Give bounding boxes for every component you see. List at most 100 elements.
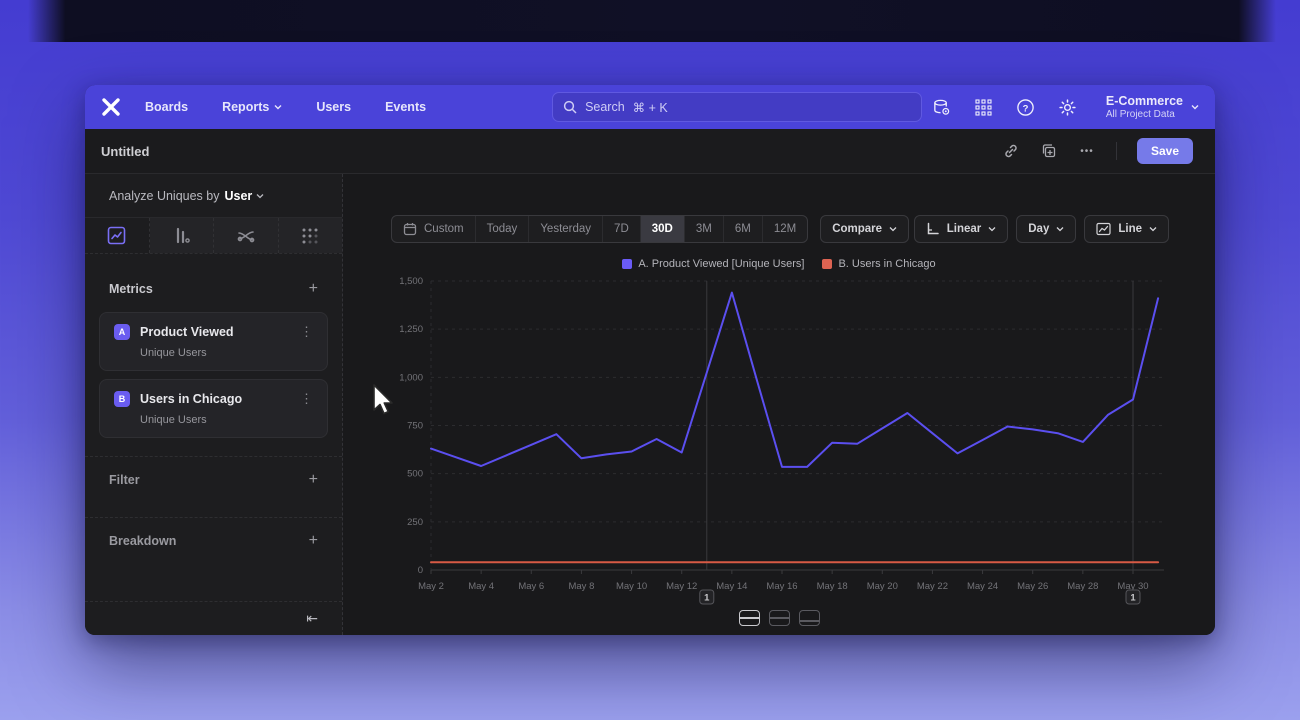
y-tick-label: 750: [407, 421, 423, 432]
interval-dropdown[interactable]: Day: [1016, 215, 1077, 243]
layout-chart-table-icon[interactable]: [738, 610, 760, 626]
range-12m[interactable]: 12M: [761, 216, 807, 242]
apps-grid-icon[interactable]: [974, 97, 994, 117]
x-tick-label: May 22: [917, 581, 948, 592]
collapse-sidebar-icon[interactable]: ⇤: [306, 610, 318, 626]
legend-item-a[interactable]: A. Product Viewed [Unique Users]: [622, 258, 804, 270]
metric-card-a[interactable]: A Product Viewed ⋮ Unique Users: [99, 312, 328, 371]
series-line[interactable]: [430, 291, 1160, 468]
legend-swatch-b: [822, 259, 833, 269]
funnel-bars-icon: [176, 227, 190, 244]
layout-split-icon[interactable]: [768, 610, 790, 626]
calendar-icon: [403, 223, 417, 236]
x-tick-label: May 16: [766, 581, 797, 592]
save-button[interactable]: Save: [1136, 138, 1193, 164]
duplicate-icon[interactable]: [1040, 142, 1058, 160]
metric-name: Users in Chicago: [140, 392, 243, 406]
data-management-icon[interactable]: [932, 97, 952, 117]
range-today[interactable]: Today: [474, 216, 529, 242]
breakdown-section: Breakdown +: [85, 517, 342, 564]
add-breakdown-button[interactable]: +: [308, 532, 318, 549]
x-tick-label: May 14: [716, 581, 747, 592]
header-divider: [1115, 142, 1117, 160]
chevron-down-icon: [988, 227, 996, 232]
annotation-label[interactable]: 1: [704, 593, 710, 604]
tab-insights[interactable]: [85, 218, 150, 253]
metric-kebab-menu-icon[interactable]: ⋮: [300, 391, 313, 406]
add-filter-button[interactable]: +: [308, 471, 318, 488]
help-icon[interactable]: ?: [1016, 97, 1036, 117]
line-chart-icon: [1096, 222, 1111, 236]
search-placeholder: Search: [585, 100, 625, 114]
svg-text:?: ?: [1023, 103, 1029, 114]
y-tick-label: 500: [407, 469, 423, 480]
top-navbar: Boards Reports Users Events Search ⌘ + K: [85, 85, 1215, 129]
chevron-down-icon: [256, 193, 264, 198]
annotation-marker[interactable]: [699, 589, 715, 605]
chevron-down-icon: [1056, 227, 1064, 232]
metric-measurement[interactable]: Unique Users: [140, 414, 207, 426]
project-switcher[interactable]: E-Commerce All Project Data: [1105, 93, 1199, 120]
x-tick-label: May 6: [518, 581, 544, 592]
y-tick-label: 1,000: [399, 372, 423, 383]
flows-icon: [237, 230, 255, 242]
nav-link-boards[interactable]: Boards: [145, 100, 189, 114]
x-tick-label: May 12: [666, 581, 697, 592]
analyze-entity-dropdown[interactable]: User: [224, 189, 264, 203]
range-7d[interactable]: 7D: [602, 216, 640, 242]
chevron-down-icon: [274, 105, 282, 110]
chart-toolbar: Custom Today Yesterday 7D 30D 3M 6M 12M …: [391, 215, 1169, 243]
range-3m[interactable]: 3M: [683, 216, 723, 242]
annotation-label[interactable]: 1: [1130, 593, 1136, 604]
annotation-marker[interactable]: [1125, 589, 1141, 605]
breakdown-title: Breakdown: [109, 534, 177, 548]
chart-type-dropdown[interactable]: Line: [1084, 215, 1169, 243]
chart-legend: A. Product Viewed [Unique Users] B. User…: [343, 258, 1215, 270]
date-range-group: Custom Today Yesterday 7D 30D 3M 6M 12M: [391, 215, 809, 243]
y-tick-label: 250: [407, 517, 423, 528]
chart-type-tabs: [85, 218, 342, 254]
x-tick-label: May 30: [1117, 581, 1148, 592]
metric-kebab-menu-icon[interactable]: ⋮: [300, 324, 313, 339]
add-metric-button[interactable]: +: [308, 280, 318, 297]
x-tick-label: May 8: [568, 581, 594, 592]
chart-panel: Custom Today Yesterday 7D 30D 3M 6M 12M …: [343, 174, 1215, 635]
range-30d[interactable]: 30D: [639, 216, 684, 242]
range-6m[interactable]: 6M: [722, 216, 762, 242]
search-input[interactable]: Search ⌘ + K: [552, 92, 923, 122]
metric-measurement[interactable]: Unique Users: [140, 347, 207, 359]
range-yesterday[interactable]: Yesterday: [528, 216, 602, 242]
chevron-down-icon: [1191, 105, 1199, 110]
nav-link-reports[interactable]: Reports: [222, 100, 282, 114]
metric-card-b[interactable]: B Users in Chicago ⋮ Unique Users: [99, 379, 328, 438]
report-title[interactable]: Untitled: [101, 143, 150, 159]
tab-flows[interactable]: [214, 218, 279, 253]
more-options-icon[interactable]: •••: [1080, 145, 1094, 157]
mixpanel-logo-icon[interactable]: [99, 95, 123, 119]
tab-funnels[interactable]: [149, 218, 214, 253]
range-custom[interactable]: Custom: [392, 216, 475, 242]
x-tick-label: May 10: [616, 581, 647, 592]
x-tick-label: May 24: [967, 581, 998, 592]
y-tick-label: 1,500: [399, 276, 423, 287]
nav-link-events[interactable]: Events: [385, 100, 427, 114]
tab-retention[interactable]: [278, 218, 342, 253]
chevron-down-icon: [1149, 227, 1157, 232]
copy-link-icon[interactable]: [1002, 142, 1020, 160]
legend-item-b[interactable]: B. Users in Chicago: [822, 258, 936, 270]
layout-toggle-group: [343, 610, 1215, 626]
compare-dropdown[interactable]: Compare: [820, 215, 910, 243]
metric-badge-b: B: [114, 391, 130, 407]
x-tick-label: May 28: [1067, 581, 1098, 592]
x-tick-label: May 4: [468, 581, 494, 592]
project-name: E-Commerce: [1105, 93, 1183, 108]
x-tick-label: May 26: [1017, 581, 1048, 592]
layout-table-icon[interactable]: [798, 610, 820, 626]
scale-dropdown[interactable]: Linear: [913, 215, 1009, 243]
app-window: Boards Reports Users Events Search ⌘ + K: [85, 85, 1215, 635]
metrics-section-header: Metrics +: [85, 280, 342, 298]
settings-gear-icon[interactable]: [1058, 97, 1078, 117]
chevron-down-icon: [889, 227, 897, 232]
y-tick-label: 0: [418, 565, 423, 576]
nav-link-users[interactable]: Users: [316, 100, 352, 114]
